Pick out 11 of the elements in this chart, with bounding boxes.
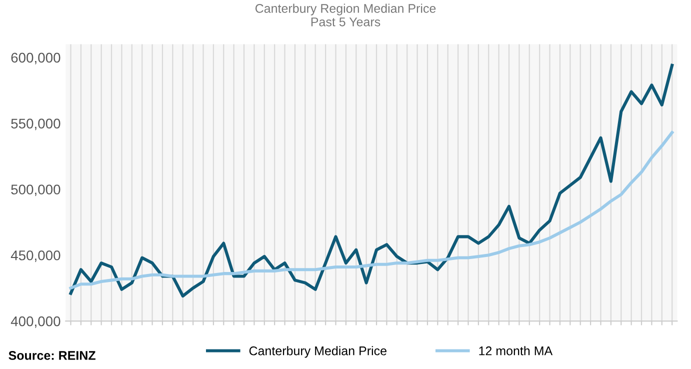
chart-title: Canterbury Region Median Price Past 5 Years [255,4,436,26]
line-series [69,131,674,290]
y-tick-label: 500,000 [11,184,60,196]
y-tick-label: 550,000 [11,118,60,130]
legend-label: Canterbury Median Price [249,346,386,358]
legend-label: 12 month MA [479,346,553,356]
y-tick-label: 400,000 [10,316,60,328]
y-tick-label: 450,000 [10,250,60,262]
line-series [69,64,674,298]
y-tick-label: 600,000 [11,52,60,64]
source-note: Source: REINZ [8,351,96,360]
